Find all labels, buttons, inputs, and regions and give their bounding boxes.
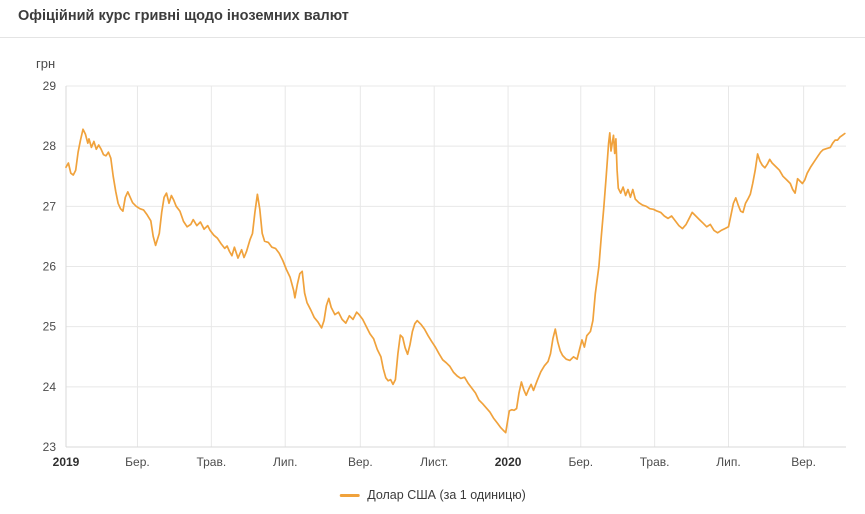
x-tick-label: Лип. — [716, 455, 740, 469]
y-tick-label: 29 — [43, 79, 57, 93]
x-tick-label: Трав. — [196, 455, 226, 469]
x-tick-label: 2020 — [495, 455, 522, 469]
x-tick-label: Бер. — [568, 455, 593, 469]
x-tick-label: Лист. — [420, 455, 448, 469]
y-tick-label: 27 — [43, 199, 57, 213]
x-tick-label: Трав. — [640, 455, 670, 469]
legend-line-swatch — [339, 493, 360, 497]
x-tick-label: Лип. — [273, 455, 297, 469]
y-tick-label: 28 — [43, 139, 57, 153]
x-tick-label: 2019 — [53, 455, 80, 469]
y-tick-label: 26 — [43, 260, 57, 274]
legend-label: Долар США (за 1 одиницю) — [367, 488, 526, 502]
chart-title: Офіційний курс гривні щодо іноземних вал… — [18, 8, 349, 24]
series-line-usd[interactable] — [65, 128, 846, 434]
x-tick-label: Вер. — [791, 455, 816, 469]
legend-item-usd[interactable]: Долар США (за 1 одиницю) — [339, 488, 526, 502]
title-divider — [0, 37, 865, 38]
y-axis-unit-label: грн — [36, 56, 56, 71]
y-tick-label: 23 — [43, 440, 57, 454]
y-tick-label: 25 — [43, 320, 57, 334]
y-tick-label: 24 — [43, 380, 57, 394]
x-tick-label: Бер. — [125, 455, 150, 469]
x-tick-label: Вер. — [348, 455, 373, 469]
